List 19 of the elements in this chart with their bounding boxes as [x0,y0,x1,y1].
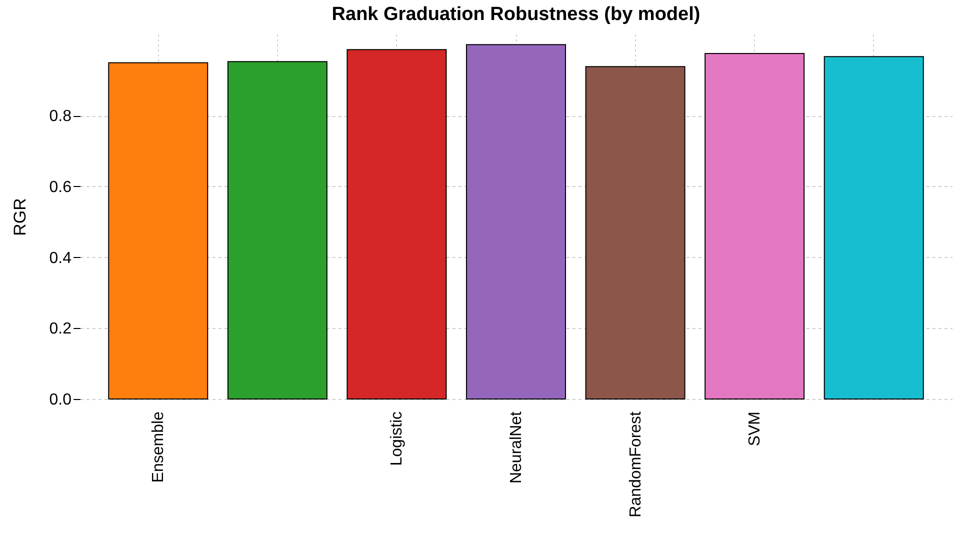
bar [704,52,805,400]
bar [824,56,924,400]
bar [227,61,328,400]
x-tick-label: NeuralNet [508,410,525,484]
y-tick-label: 0.8 [49,108,72,126]
chart-title: Rank Graduation Robustness (by model) [332,4,700,25]
bar [108,62,208,400]
y-axis-title: RGR [10,198,30,236]
x-tick-label: Logistic [388,412,406,466]
y-tick-label: 0.2 [49,320,72,338]
y-tick-label: 0.0 [49,392,72,408]
y-tick-label: 0.6 [49,178,72,196]
x-tick-label: SVM [746,412,764,446]
x-tick-label: RandomForest [627,410,644,518]
x-tick-label: Ensemble [150,411,168,483]
bar [466,44,566,400]
bar [585,66,686,400]
bar [346,49,447,400]
y-tick-label: 0.4 [49,250,72,267]
